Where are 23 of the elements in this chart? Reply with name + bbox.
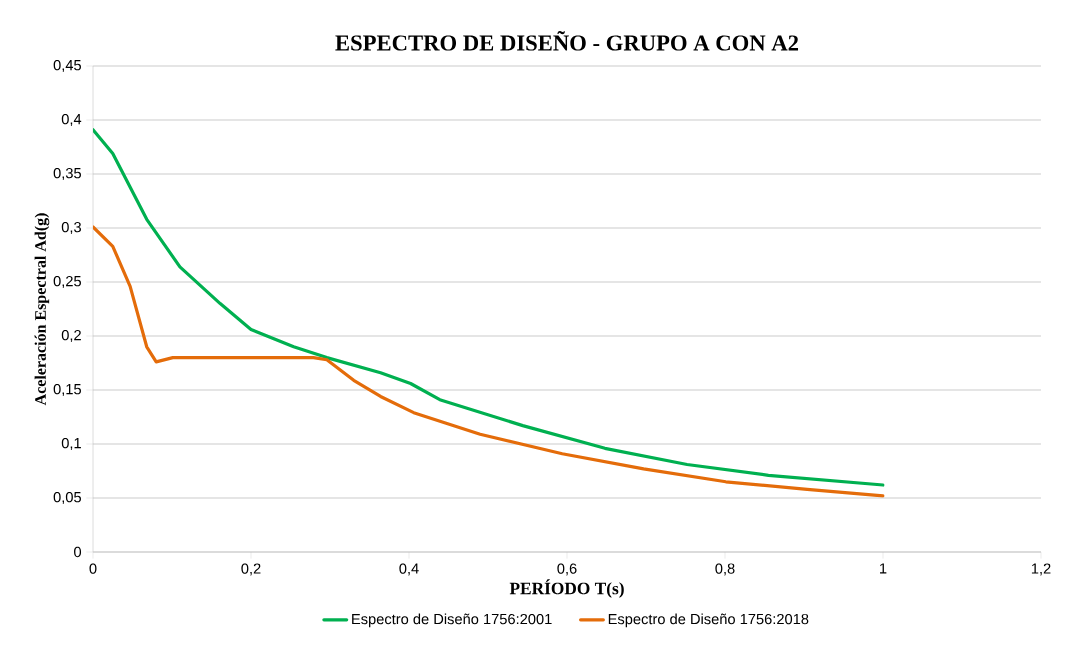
x-tick-label: 1	[880, 563, 887, 574]
x-tick-label: 0,6	[557, 563, 577, 576]
y-tick-label: 0	[74, 546, 82, 558]
chart-title: ESPECTRO DE DISEÑO - GRUPO A CON A2	[335, 30, 799, 51]
legend-label: Espectro de Diseño 1756:2018	[608, 613, 809, 628]
y-tick-label: 0,1	[61, 437, 81, 451]
y-axis-title: Aceleración Espectral Ad(g)	[34, 213, 50, 406]
y-tick-label: 0,4	[61, 113, 82, 127]
x-tick-label: 0,8	[715, 563, 735, 576]
y-tick-label: 0,35	[53, 167, 81, 181]
y-tick-label: 0,3	[61, 221, 81, 235]
line-series	[93, 128, 885, 487]
y-tick-label: 0,25	[53, 275, 81, 289]
y-tick-label: 0,15	[53, 383, 81, 397]
y-tick-label: 0,45	[53, 59, 81, 73]
y-tick-label: 0,2	[61, 329, 81, 343]
x-tick-label: 0,4	[399, 563, 419, 576]
x-tick-label: 0	[89, 563, 97, 574]
x-tick-label: 0,2	[241, 563, 261, 576]
x-axis-title: PERÍODO T(s)	[509, 579, 624, 598]
x-tick-label: 1,2	[1031, 563, 1051, 576]
y-tick-label: 0,05	[53, 491, 81, 505]
legend-label: Espectro de Diseño 1756:2001	[352, 613, 552, 628]
